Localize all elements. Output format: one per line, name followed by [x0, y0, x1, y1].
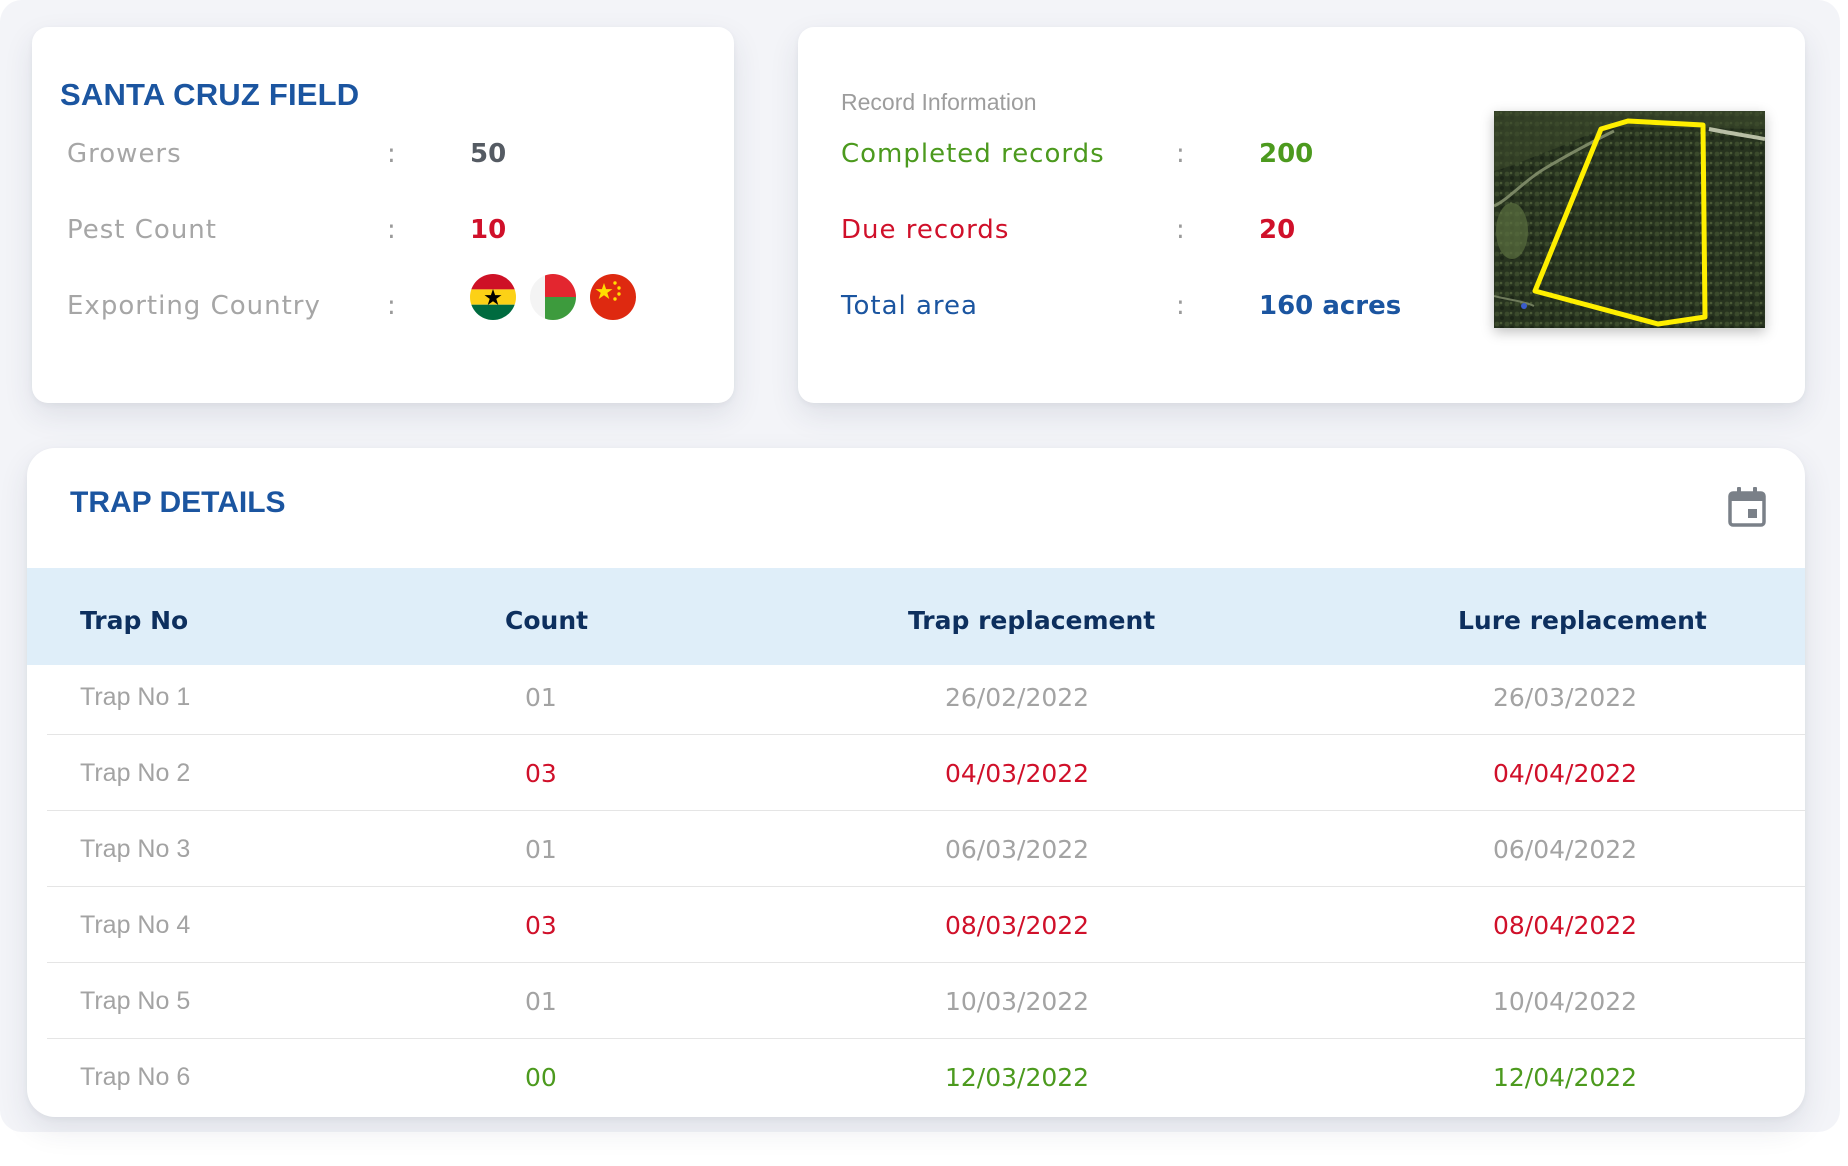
total-area-value: 160 acres	[1259, 291, 1402, 321]
cell-trap-no: Trap No 1	[80, 683, 191, 711]
trap-details-card: TRAP DETAILS Trap No Count Trap replacem…	[27, 448, 1805, 1117]
cell-trap-replacement: 12/03/2022	[945, 1063, 1090, 1092]
cell-trap-no: Trap No 4	[80, 911, 191, 939]
cell-count: 00	[525, 1063, 557, 1092]
table-row[interactable]: Trap No 6 00 12/03/2022 12/04/2022	[47, 1039, 1805, 1115]
cell-count: 01	[525, 835, 557, 864]
dashboard-frame: SANTA CRUZ FIELD Growers : 50 Pest Count…	[0, 0, 1840, 1132]
madagascar-flag-icon[interactable]	[530, 274, 576, 320]
record-information-heading: Record Information	[841, 89, 1037, 115]
china-flag-icon[interactable]	[590, 274, 636, 320]
column-header-count[interactable]: Count	[505, 606, 589, 635]
cell-trap-no: Trap No 2	[80, 759, 191, 787]
cell-lure-replacement: 06/04/2022	[1493, 835, 1638, 864]
completed-records-colon: :	[1176, 139, 1185, 169]
cell-trap-replacement: 06/03/2022	[945, 835, 1090, 864]
pest-count-label: Pest Count	[67, 215, 217, 245]
table-row[interactable]: Trap No 4 03 08/03/2022 08/04/2022	[47, 887, 1805, 963]
table-row[interactable]: Trap No 3 01 06/03/2022 06/04/2022	[47, 811, 1805, 887]
cell-count: 01	[525, 683, 557, 712]
completed-records-value: 200	[1259, 139, 1314, 169]
due-records-colon: :	[1176, 215, 1185, 245]
growers-value: 50	[470, 139, 507, 169]
total-area-label: Total area	[841, 291, 978, 321]
trap-details-title: TRAP DETAILS	[70, 486, 286, 519]
cell-trap-no: Trap No 3	[80, 835, 191, 863]
cell-lure-replacement: 04/04/2022	[1493, 759, 1638, 788]
table-row[interactable]: Trap No 5 01 10/03/2022 10/04/2022	[47, 963, 1805, 1039]
due-records-label: Due records	[841, 215, 1010, 245]
cell-lure-replacement: 08/04/2022	[1493, 911, 1638, 940]
cell-count: 03	[525, 911, 557, 940]
completed-records-label: Completed records	[841, 139, 1105, 169]
column-header-trap-replacement[interactable]: Trap replacement	[908, 606, 1156, 635]
pest-count-value: 10	[470, 215, 507, 245]
exporting-country-label: Exporting Country	[67, 291, 321, 321]
table-row[interactable]: Trap No 1 01 26/02/2022 26/03/2022	[47, 665, 1805, 735]
table-row[interactable]: Trap No 2 03 04/03/2022 04/04/2022	[47, 735, 1805, 811]
calendar-icon[interactable]	[1727, 486, 1767, 528]
cell-trap-replacement: 10/03/2022	[945, 987, 1090, 1016]
column-header-trap-no[interactable]: Trap No	[80, 606, 189, 635]
growers-colon: :	[387, 139, 396, 169]
column-header-lure-replacement[interactable]: Lure replacement	[1458, 606, 1707, 635]
cell-lure-replacement: 26/03/2022	[1493, 683, 1638, 712]
cell-lure-replacement: 12/04/2022	[1493, 1063, 1638, 1092]
field-map-thumbnail[interactable]	[1493, 111, 1766, 328]
growers-label: Growers	[67, 139, 182, 169]
cell-trap-replacement: 04/03/2022	[945, 759, 1090, 788]
ghana-flag-icon[interactable]	[470, 274, 516, 320]
due-records-value: 20	[1259, 215, 1296, 245]
cell-count: 03	[525, 759, 557, 788]
cell-lure-replacement: 10/04/2022	[1493, 987, 1638, 1016]
trap-table-body: Trap No 1 01 26/02/2022 26/03/2022 Trap …	[47, 665, 1805, 1115]
cell-trap-replacement: 26/02/2022	[945, 683, 1090, 712]
exporting-country-colon: :	[387, 291, 396, 321]
total-area-colon: :	[1176, 291, 1185, 321]
pest-count-colon: :	[387, 215, 396, 245]
field-summary-card: SANTA CRUZ FIELD Growers : 50 Pest Count…	[32, 27, 734, 403]
cell-trap-replacement: 08/03/2022	[945, 911, 1090, 940]
trap-table-header: Trap No Count Trap replacement Lure repl…	[27, 568, 1805, 665]
cell-trap-no: Trap No 6	[80, 1063, 191, 1091]
cell-trap-no: Trap No 5	[80, 987, 191, 1015]
cell-count: 01	[525, 987, 557, 1016]
record-information-card: Record Information Completed records : 2…	[798, 27, 1805, 403]
field-title: SANTA CRUZ FIELD	[60, 77, 360, 112]
